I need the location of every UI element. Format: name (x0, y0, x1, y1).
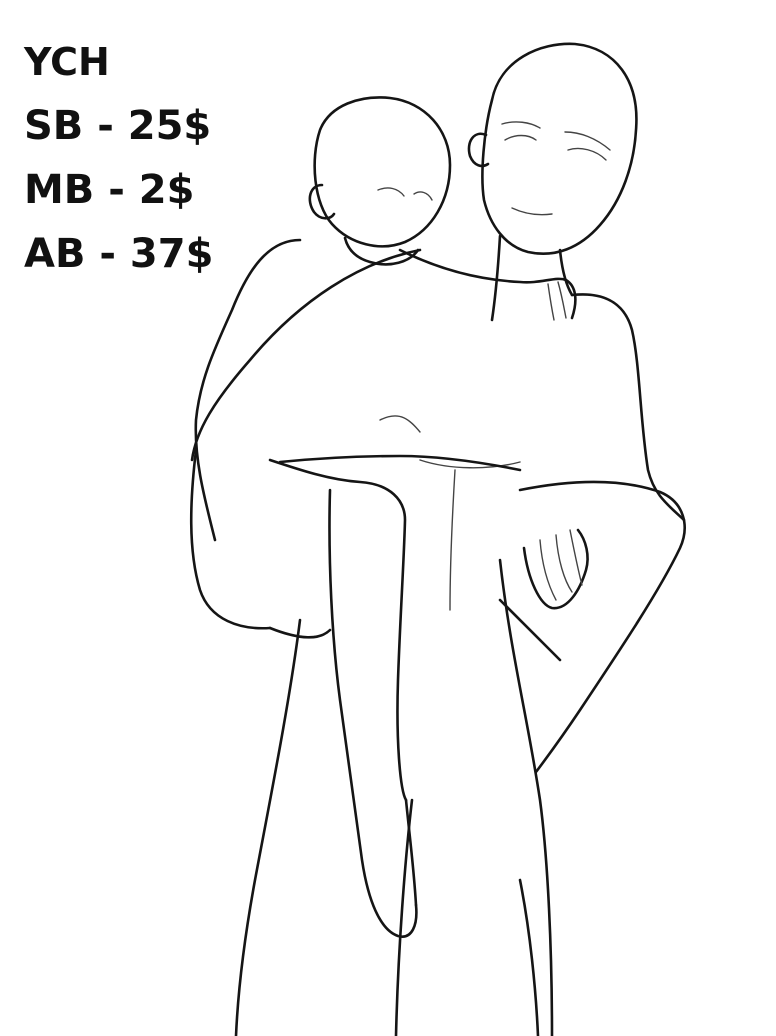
carrier-neck-right (558, 248, 574, 297)
carrier-fingers (539, 529, 583, 601)
ych-title: YCH (24, 40, 110, 84)
carried-torso (189, 448, 272, 630)
carried-calf-left (404, 798, 418, 907)
carrier-hand (522, 528, 589, 610)
carrier-eye-right (567, 147, 607, 161)
carrier-shoulder-right (570, 293, 686, 522)
carried-back-detail (379, 415, 421, 433)
carried-thigh-right (518, 480, 686, 774)
price-sketch-bust: SB - 25$ (24, 103, 212, 149)
carrier-neck (490, 234, 502, 322)
carrier-abs (449, 469, 456, 611)
carried-leg-left (328, 488, 418, 938)
carrier-mouth (511, 207, 553, 216)
carried-knee-right (498, 598, 562, 662)
carrier-head (481, 42, 638, 256)
carried-neck (343, 236, 420, 266)
carried-figure (189, 96, 686, 938)
carrier-ear (467, 132, 490, 168)
carried-hand-fingers (547, 281, 567, 321)
price-all-body: AB - 37$ (24, 231, 214, 277)
carried-head (313, 96, 452, 248)
carrier-figure (234, 42, 686, 1036)
carried-waist (278, 454, 522, 472)
carrier-torso-center (498, 558, 554, 1036)
carried-thigh-left (268, 458, 408, 802)
carried-eye (377, 187, 405, 197)
price-mid-body: MB - 2$ (24, 167, 195, 213)
carried-eye-2 (413, 191, 433, 201)
carried-back (190, 248, 422, 462)
carrier-leg-right (518, 878, 540, 1036)
carrier-chest-line (419, 459, 521, 469)
carrier-brow-right (564, 131, 611, 151)
carried-hip-curve (268, 626, 332, 639)
carrier-torso-left (234, 618, 302, 1036)
carried-arm-left (194, 238, 302, 542)
carrier-eye-left (504, 134, 537, 141)
price-list: YCH SB - 25$ MB - 2$ AB - 37$ (24, 30, 213, 286)
carried-ear (308, 183, 336, 220)
carried-arm-over-shoulder (398, 248, 577, 320)
carrier-brow-left (501, 121, 541, 129)
